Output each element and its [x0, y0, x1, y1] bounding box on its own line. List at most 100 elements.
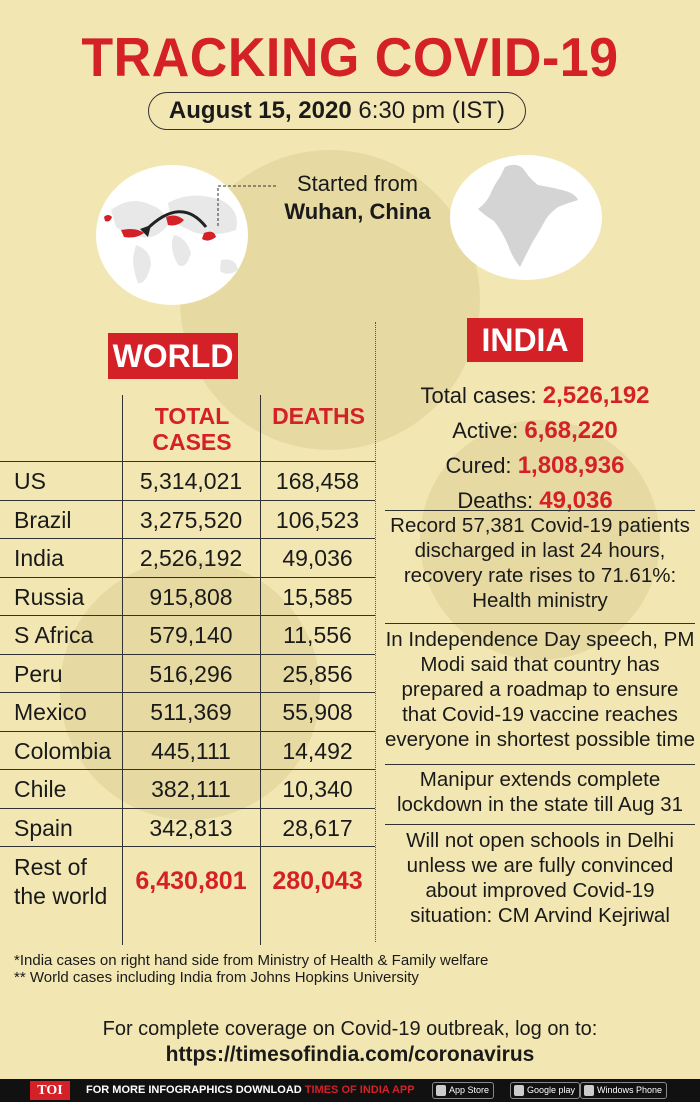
india-cured-value: 1,808,936 [517, 452, 625, 479]
country-cases: 3,275,520 [139, 506, 243, 533]
table-row: Brazil 3,275,520 106,523 [0, 499, 375, 539]
india-map-icon [450, 155, 602, 280]
country-cases: 5,314,021 [139, 468, 243, 494]
google-play-label: Google play [527, 1085, 576, 1095]
table-row: Spain 342,813 28,617 [0, 807, 375, 847]
footer-promo: FOR MORE INFOGRAPHICS DOWNLOAD TIMES OF … [86, 1079, 415, 1102]
country-name: India [14, 545, 64, 571]
country-name: Mexico [14, 699, 87, 725]
india-label: INDIA [467, 318, 583, 362]
country-name: Russia [14, 583, 85, 610]
rest-cases: 6,430,801 [135, 867, 247, 895]
started-from-label: Started from [296, 171, 419, 196]
table-row: Colombia 445,111 14,492 [0, 730, 375, 770]
rest-deaths: 280,043 [272, 867, 363, 895]
news-item: Record 57,381 Covid-19 patients discharg… [390, 514, 690, 612]
news-divider [385, 623, 695, 624]
country-name: US [14, 468, 46, 494]
footer-app-name: TIMES OF INDIA APP [304, 1084, 415, 1096]
country-cases: 915,808 [149, 583, 233, 610]
india-active-line: Active: 6,68,220 [385, 413, 685, 448]
india-deaths-value: 49,036 [539, 487, 613, 514]
news-item: Manipur extends complete lockdown in the… [396, 768, 684, 816]
india-deaths-label: Deaths: [457, 488, 534, 513]
news-item: In Independence Day speech, PM Modi said… [385, 628, 695, 751]
app-store-badge[interactable]: App Store [432, 1082, 495, 1099]
india-total-label: Total cases: [420, 383, 537, 408]
country-deaths: 55,908 [282, 699, 353, 725]
table-row: Mexico 511,369 55,908 [0, 692, 375, 731]
report-date: August 15, 2020 [168, 97, 352, 124]
windows-phone-label: Windows Phone [597, 1085, 663, 1095]
news-divider [385, 510, 695, 511]
toi-logo: TOI [30, 1081, 70, 1100]
country-name: Brazil [14, 506, 72, 533]
india-stats: Total cases: 2,526,192 Active: 6,68,220 … [385, 378, 685, 518]
table-row-rest-of-world: Rest of the world 6,430,801 280,043 [0, 846, 375, 912]
country-cases: 579,140 [149, 622, 233, 648]
origin-city: Wuhan, China [284, 199, 431, 224]
country-deaths: 168,458 [275, 468, 360, 494]
table-row: S Africa 579,140 11,556 [0, 615, 375, 654]
country-deaths: 49,036 [282, 545, 353, 571]
table-row: Russia 915,808 15,585 [0, 576, 375, 616]
background-virus-shape [60, 560, 320, 820]
india-cured-label: Cured: [445, 453, 512, 478]
news-divider [385, 824, 695, 825]
country-cases: 382,111 [151, 776, 231, 802]
coverage-text: For complete coverage on Covid-19 outbre… [102, 1018, 598, 1040]
table-row: Chile 382,111 10,340 [0, 769, 375, 808]
country-name: Spain [14, 814, 73, 841]
source-notes: *India cases on right hand side from Min… [14, 952, 694, 986]
country-cases: 516,296 [149, 660, 233, 687]
world-label: WORLD [108, 333, 238, 379]
country-name: S Africa [14, 622, 94, 648]
windows-phone-badge[interactable]: Windows Phone [580, 1082, 668, 1099]
origin-pointer-line [217, 185, 276, 228]
country-cases: 2,526,192 [139, 545, 243, 571]
footer-bar: TOI FOR MORE INFOGRAPHICS DOWNLOAD TIMES… [0, 1079, 700, 1102]
app-store-label: App Store [449, 1085, 490, 1095]
india-total-line: Total cases: 2,526,192 [385, 378, 685, 413]
world-cases-table: TOTAL CASES DEATHS US 5,314,021 168,458 … [0, 395, 375, 945]
table-row: India 2,526,192 49,036 [0, 538, 375, 577]
country-deaths: 106,523 [275, 506, 360, 533]
table-row: Peru 516,296 25,856 [0, 653, 375, 693]
windows-icon [584, 1085, 594, 1096]
country-cases: 445,111 [151, 737, 231, 764]
coverage-link[interactable]: https://timesofindia.com/coronavirus [165, 1043, 535, 1066]
country-name: Rest of the world [14, 854, 108, 909]
country-name: Chile [14, 776, 67, 802]
table-header-rule [0, 461, 375, 462]
country-name: Peru [14, 660, 63, 687]
country-name: Colombia [14, 737, 112, 764]
deaths-header: DEATHS [272, 403, 365, 429]
report-time: 6:30 pm (IST) [358, 97, 506, 124]
table-header: TOTAL CASES DEATHS [0, 395, 375, 461]
news-item: Will not open schools in Delhi unless we… [406, 829, 674, 927]
world-map-icon [96, 165, 248, 305]
country-cases: 342,813 [149, 814, 233, 841]
country-deaths: 28,617 [282, 814, 353, 841]
note-world-source: ** World cases including India from John… [14, 969, 419, 986]
origin-caption: Started from Wuhan, China [270, 170, 445, 226]
play-icon [514, 1085, 524, 1096]
country-deaths: 25,856 [282, 660, 353, 687]
note-india-source: *India cases on right hand side from Min… [14, 952, 489, 969]
country-deaths: 11,556 [283, 622, 352, 648]
india-active-value: 6,68,220 [524, 417, 618, 444]
apple-icon [436, 1085, 446, 1096]
india-total-value: 2,526,192 [542, 382, 650, 409]
country-deaths: 14,492 [282, 737, 353, 764]
column-divider [375, 322, 376, 942]
country-cases: 511,369 [150, 699, 232, 725]
table-col-divider [122, 395, 123, 945]
india-cured-line: Cured: 1,808,936 [385, 448, 685, 483]
page-title: TRACKING COVID-19 [81, 27, 619, 89]
india-deaths-line: Deaths: 49,036 [385, 483, 685, 518]
table-col-divider [260, 395, 261, 945]
country-deaths: 15,585 [282, 583, 353, 610]
background-virus-shape [420, 420, 660, 660]
footer-promo-text: FOR MORE INFOGRAPHICS DOWNLOAD [86, 1084, 302, 1096]
google-play-badge[interactable]: Google play [510, 1082, 581, 1099]
